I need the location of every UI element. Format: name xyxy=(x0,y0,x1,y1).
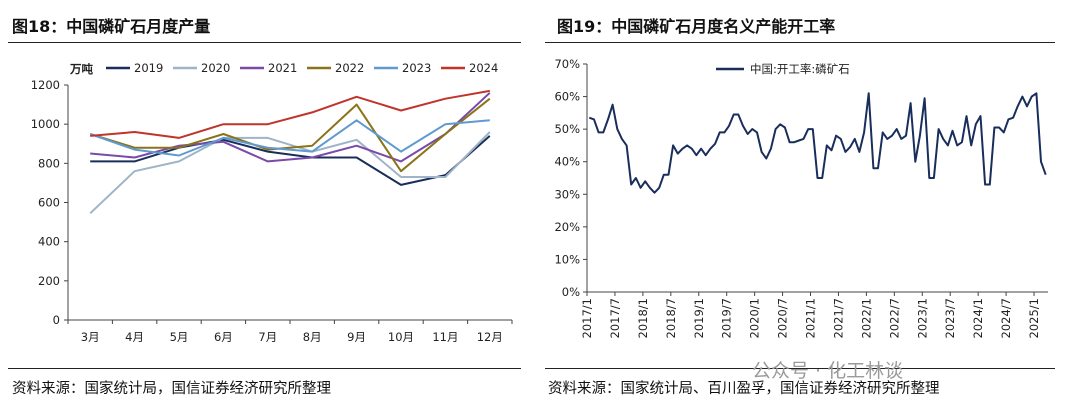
right-x-tick-label: 2021/7 xyxy=(831,298,845,338)
right-x-tick-label: 2021/1 xyxy=(804,298,818,338)
legend-label-2022: 2022 xyxy=(335,61,364,75)
legend-label-2019: 2019 xyxy=(134,61,163,75)
left-x-tick-label: 9月 xyxy=(347,330,366,344)
right-x-tick-label: 2020/1 xyxy=(748,298,762,338)
right-title-rule xyxy=(545,42,1055,43)
left-source-note: 资料来源：国家统计局，国信证券经济研究所整理 xyxy=(12,381,331,397)
right-y-tick-label: 40% xyxy=(554,155,580,169)
left-x-tick-label: 10月 xyxy=(388,330,414,344)
right-y-tick-label: 50% xyxy=(554,122,580,136)
series-line-2022 xyxy=(89,97,491,173)
left-x-tick-label: 5月 xyxy=(170,330,189,344)
right-x-tick-label: 2022/1 xyxy=(859,298,873,338)
legend-label-2023: 2023 xyxy=(402,61,431,75)
right-x-tick-label: 2024/1 xyxy=(971,298,985,338)
left-x-tick-label: 12月 xyxy=(477,330,503,344)
right-line-chart: 0% 10% 20% 30% 40% 50% 60% 70% 2017/1 2017/7 2018/… xyxy=(554,57,1048,338)
left-title-rule xyxy=(8,42,521,43)
left-unit-label: 万吨 xyxy=(69,62,93,76)
left-chart-panel: 图18：中国磷矿石月度产量 0 200 400 600 800 1000 1200 3月 4月 5… xyxy=(0,0,530,412)
left-chart-title: 图18：中国磷矿石月度产量 xyxy=(12,17,211,36)
right-x-tick-label: 2025/1 xyxy=(1027,298,1041,338)
right-chart-panel: 图19：中国磷矿石月度名义产能开工率 0% 10% 20% 30% 40% 50% 60% 7… xyxy=(545,0,1080,412)
right-y-tick-label: 70% xyxy=(554,57,580,71)
left-y-tick-label: 600 xyxy=(38,196,60,210)
right-y-tick-label: 30% xyxy=(554,187,580,201)
right-x-tick-label: 2024/7 xyxy=(999,298,1013,338)
right-x-tick-label: 2018/1 xyxy=(636,298,650,338)
right-x-tick-label: 2022/7 xyxy=(887,298,901,338)
series-line-utilization xyxy=(588,92,1047,194)
right-x-tick-label: 2023/1 xyxy=(915,298,929,338)
right-x-tick-label: 2020/7 xyxy=(776,298,790,338)
right-source-rule xyxy=(545,368,1055,369)
left-y-tick-label: 200 xyxy=(38,274,60,288)
right-y-tick-label: 20% xyxy=(554,220,580,234)
left-source-rule xyxy=(8,368,521,369)
right-y-tick-label: 10% xyxy=(554,252,580,266)
legend-label-2024: 2024 xyxy=(469,61,498,75)
right-x-tick-label: 2018/7 xyxy=(664,298,678,338)
right-x-tick-label: 2023/7 xyxy=(943,298,957,338)
legend-label-utilization: 中国:开工率:磷矿石 xyxy=(750,62,850,76)
left-x-tick-label: 4月 xyxy=(125,330,144,344)
left-y-tick-label: 400 xyxy=(38,235,60,249)
series-line-2019 xyxy=(90,135,491,186)
series-line-2023 xyxy=(89,119,490,157)
legend-label-2020: 2020 xyxy=(201,61,230,75)
left-y-tick-label: 0 xyxy=(53,313,60,327)
right-y-tick-label: 0% xyxy=(562,285,580,299)
watermark-text: 公众号 · 化工林谈 xyxy=(752,360,904,382)
series-line-2024 xyxy=(90,89,490,139)
left-y-tick-label: 1000 xyxy=(31,117,60,131)
right-y-tick-label: 60% xyxy=(554,90,580,104)
left-x-tick-label: 8月 xyxy=(303,330,322,344)
right-x-tick-label: 2017/1 xyxy=(580,298,594,338)
left-x-tick-label: 3月 xyxy=(81,330,100,344)
right-chart-title: 图19：中国磷矿石月度名义产能开工率 xyxy=(557,17,836,36)
left-y-tick-label: 800 xyxy=(38,156,60,170)
right-x-tick-label: 2019/1 xyxy=(692,298,706,338)
left-y-tick-label: 1200 xyxy=(31,78,60,92)
left-line-chart: 0 200 400 600 800 1000 1200 3月 4月 5月 6月 7月 8月 9月 10月 11… xyxy=(31,61,513,344)
left-x-tick-label: 11月 xyxy=(432,330,458,344)
legend-label-2021: 2021 xyxy=(268,61,297,75)
right-x-tick-label: 2017/7 xyxy=(608,298,622,338)
right-x-tick-label: 2019/7 xyxy=(720,298,734,338)
left-x-tick-label: 7月 xyxy=(258,330,277,344)
series-line-2020 xyxy=(89,131,491,215)
left-x-tick-label: 6月 xyxy=(214,330,233,344)
right-source-note: 资料来源：国家统计局、百川盈孚，国信证券经济研究所整理 xyxy=(548,381,940,397)
